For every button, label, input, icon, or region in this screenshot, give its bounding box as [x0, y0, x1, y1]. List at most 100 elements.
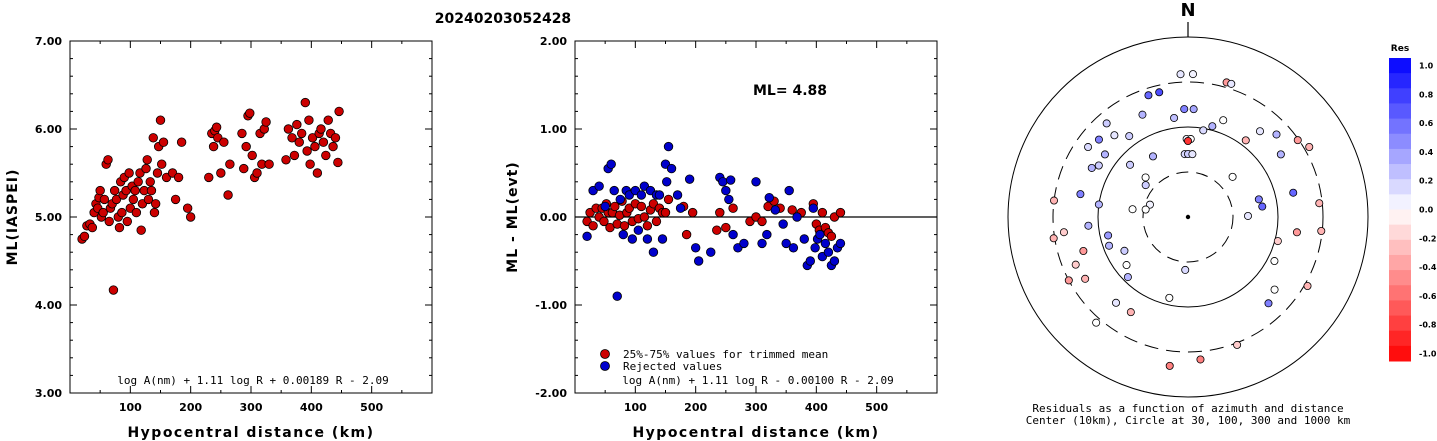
- data-point: [305, 159, 315, 169]
- data-point: [170, 194, 181, 205]
- station-marker: [1092, 318, 1101, 327]
- data-point: [143, 194, 154, 205]
- station-marker: [1176, 70, 1185, 79]
- colorbar-tick-label: 0.4: [1419, 148, 1434, 157]
- data-point: [252, 168, 262, 178]
- data-point: [829, 256, 840, 266]
- y-tick-label: 6.00: [35, 123, 62, 136]
- data-point: [784, 185, 794, 196]
- ring-1000km: [1007, 36, 1369, 398]
- colorbar-cell: [1389, 254, 1411, 271]
- station-marker: [1241, 136, 1250, 145]
- colorbar-cell: [1389, 148, 1411, 165]
- left-y-axis: 7.00 6.00 5.00 4.00 3.00: [35, 35, 432, 400]
- data-point: [615, 194, 625, 205]
- colorbar-tick-label: -0.8: [1419, 321, 1437, 330]
- middle-scatter-panel: 2.00 1.00 0.00 -1.00 -2.00 100 200 300 400 500 M…: [505, 35, 938, 441]
- station-marker: [1123, 273, 1132, 282]
- legend-trimmed-label: 25%-75% values for trimmed mean: [623, 348, 828, 361]
- colorbar-tick-label: 0.6: [1419, 119, 1434, 128]
- station-marker: [1305, 142, 1314, 151]
- left-formula: log A(nm) + 1.11 log R + 0.00189 R - 2.0…: [117, 374, 389, 387]
- data-point: [612, 291, 622, 301]
- data-point: [609, 185, 619, 196]
- station-marker: [1180, 105, 1189, 114]
- data-point: [149, 207, 160, 218]
- colorbar-cell: [1389, 300, 1411, 317]
- station-marker: [1219, 116, 1228, 125]
- data-point: [684, 174, 695, 184]
- data-point: [87, 222, 98, 233]
- y-tick-label: 2.00: [540, 35, 567, 48]
- data-point: [98, 207, 108, 218]
- north-label: N: [1180, 0, 1195, 21]
- data-point: [594, 181, 604, 191]
- data-point: [239, 163, 249, 174]
- y-tick-label: 5.00: [35, 211, 62, 224]
- ml-value: ML= 4.88: [753, 83, 827, 99]
- data-point: [321, 150, 331, 161]
- colorbar-cell: [1389, 345, 1411, 362]
- data-point: [642, 221, 653, 231]
- left-x-label: Hypocentral distance (km): [127, 425, 374, 441]
- x-tick-label: 200: [179, 401, 202, 414]
- left-plot-frame: [69, 40, 433, 394]
- data-point: [712, 225, 722, 235]
- data-point: [787, 205, 797, 215]
- data-point: [672, 190, 683, 200]
- data-point: [792, 212, 802, 222]
- y-tick-label: 7.00: [35, 35, 62, 48]
- station-marker: [1227, 79, 1236, 88]
- colorbar-tick-label: -0.2: [1419, 234, 1437, 243]
- station-marker: [1196, 355, 1205, 364]
- data-point: [330, 133, 341, 143]
- ring-300km: [1052, 81, 1324, 353]
- data-point: [805, 256, 816, 266]
- data-point: [817, 207, 828, 218]
- data-point: [663, 194, 674, 205]
- data-point: [182, 203, 193, 213]
- station-marker: [1128, 205, 1137, 214]
- data-point: [770, 205, 781, 215]
- data-point: [660, 207, 671, 218]
- data-point: [639, 212, 650, 222]
- data-point: [318, 137, 329, 147]
- data-point: [820, 238, 831, 249]
- data-point: [815, 229, 825, 240]
- data-point: [99, 194, 110, 205]
- colorbar-tick-label: -1.0: [1419, 349, 1437, 358]
- data-point: [307, 133, 318, 143]
- station-marker: [1184, 136, 1193, 145]
- data-point: [728, 229, 738, 240]
- station-marker: [1049, 234, 1058, 243]
- station-marker: [1188, 150, 1197, 159]
- polar-station-markers: [1049, 70, 1326, 370]
- station-marker: [1126, 308, 1135, 317]
- data-point: [289, 150, 300, 161]
- data-point: [103, 155, 113, 165]
- station-marker: [1270, 285, 1279, 294]
- station-marker: [1292, 228, 1301, 237]
- station-marker: [1254, 195, 1263, 204]
- data-point: [648, 247, 659, 257]
- data-point: [636, 201, 647, 212]
- station-marker: [1149, 152, 1158, 161]
- data-point: [176, 137, 187, 147]
- station-marker: [1102, 119, 1111, 128]
- station-marker: [1317, 227, 1326, 236]
- colorbar-cell: [1389, 194, 1411, 210]
- middle-y-label: ML - ML(evt): [505, 161, 521, 272]
- station-marker: [1105, 241, 1114, 250]
- data-point: [663, 141, 674, 152]
- station-marker: [1094, 200, 1103, 209]
- legend-trimmed-marker: [600, 349, 610, 359]
- data-point: [281, 155, 291, 165]
- data-point: [675, 203, 686, 213]
- colorbar-cell: [1389, 315, 1411, 332]
- data-point: [681, 229, 692, 240]
- colorbar-tick-label: 0.0: [1419, 206, 1434, 215]
- data-point: [610, 201, 620, 212]
- station-marker: [1165, 293, 1174, 302]
- station-marker: [1303, 281, 1312, 290]
- y-tick-label: 4.00: [35, 299, 62, 312]
